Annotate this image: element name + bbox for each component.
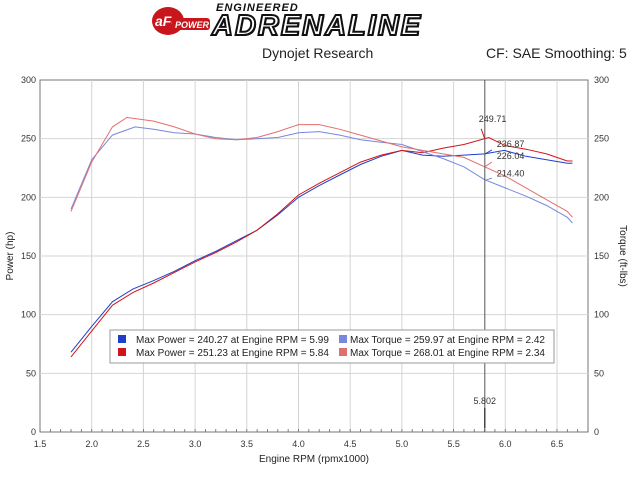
legend-item-3: Max Torque = 259.97 at Engine RPM = 2.42 [350,335,545,346]
svg-text:POWER: POWER [175,20,210,30]
x-tick-label: 3.5 [241,439,254,449]
x-ticks: 1.5 2.0 2.5 3.0 3.5 4.0 4.5 5.0 5.5 6.0 6.5 [34,429,589,449]
x-tick-label: 4.0 [292,439,305,449]
y-tick-label-right: 50 [594,368,604,378]
y-tick-label-left: 200 [21,192,36,202]
cursor-value-red-power: 249.71 [479,114,507,124]
legend-swatch-4 [339,348,347,356]
series-group [70,116,573,358]
chart-header: aFe POWER ENGINEERED ADRENALINE Dynojet … [0,0,640,64]
x-tick-label: 1.5 [34,439,47,449]
x-tick-label: 5.0 [396,439,409,449]
x-tick-label: 5.5 [447,439,460,449]
series-line-red-power [70,136,573,358]
dyno-chart: 1.5 2.0 2.5 3.0 3.5 4.0 4.5 5.0 5.5 6.0 6.5 0 50 100… [5,75,628,465]
y-ticks-left: 0 50 100 150 200 250 300 [21,75,36,437]
y-tick-label-left: 300 [21,75,36,85]
y-tick-label-left: 50 [26,368,36,378]
y-tick-label-left: 150 [21,251,36,261]
x-tick-label: 6.5 [551,439,564,449]
cursor-value-blue-torque: 214.40 [497,168,525,178]
legend: Max Power = 240.27 at Engine RPM = 5.99 … [109,329,555,364]
y-tick-label-right: 100 [594,310,609,320]
legend-item-1: Max Power = 240.27 at Engine RPM = 5.99 [136,335,329,346]
y-tick-label-right: 200 [594,192,609,202]
x-axis-label: Engine RPM (rpmx1000) [259,454,369,465]
legend-swatch-2 [118,348,126,356]
brand-tagline: ENGINEERED [216,2,299,14]
brand-name: ADRENALINE [211,9,423,43]
legend-item-4: Max Torque = 268.01 at Engine RPM = 2.34 [350,348,545,359]
y-tick-label-left: 0 [31,427,36,437]
y-ticks-right: 0 50 100 150 200 250 300 [594,75,609,437]
y-tick-label-left: 100 [21,310,36,320]
afe-power-logo: aFe POWER [152,7,210,35]
y-tick-label-right: 0 [594,427,599,437]
correction-factor: CF: SAE Smoothing: 5 [486,45,627,61]
y-tick-label-right: 250 [594,134,609,144]
y-axis-label-right: Torque (ft-lbs) [617,225,628,287]
y-axis-label-left: Power (hp) [5,232,16,281]
y-tick-label-right: 150 [594,251,609,261]
cursor-value-red-torque: 226.04 [497,151,525,161]
cursor-pointer-red-torque [484,161,493,168]
cursor-pointer-blue-power [484,149,493,155]
series-line-red-torque [70,116,573,218]
dyno-source: Dynojet Research [262,45,374,61]
x-tick-label: 3.0 [189,439,202,449]
x-tick-label: 6.0 [499,439,512,449]
series-line-blue-power [70,149,573,353]
cursor-pointer-blue-torque [484,177,493,181]
y-tick-label-left: 250 [21,134,36,144]
cursor-value-labels: 249.71 236.87 226.04 214.40 [479,114,525,428]
legend-box [109,329,555,364]
rpm-cursor-value: 5.802 [474,396,497,406]
x-tick-label: 2.5 [137,439,150,449]
y-tick-label-right: 300 [594,75,609,85]
legend-swatch-1 [118,335,126,343]
x-tick-label: 4.5 [344,439,357,449]
series-line-blue-torque [70,126,573,224]
x-tick-label: 2.0 [85,439,98,449]
grid [40,80,588,432]
cursor-pointer-red-power [480,128,486,140]
legend-item-2: Max Power = 251.23 at Engine RPM = 5.84 [136,348,329,359]
legend-swatch-3 [339,335,347,343]
cursor-value-blue-power: 236.87 [497,139,525,149]
